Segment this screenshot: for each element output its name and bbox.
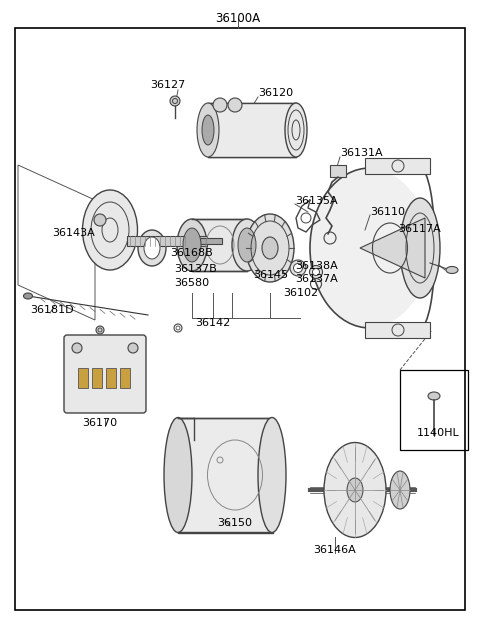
- Text: 36137B: 36137B: [174, 264, 217, 274]
- Ellipse shape: [228, 98, 242, 112]
- Ellipse shape: [310, 266, 323, 278]
- Text: 36170: 36170: [83, 418, 118, 428]
- Ellipse shape: [246, 214, 294, 282]
- Ellipse shape: [183, 228, 201, 262]
- Ellipse shape: [164, 417, 192, 532]
- Ellipse shape: [446, 266, 458, 273]
- Polygon shape: [360, 218, 425, 278]
- Ellipse shape: [347, 478, 363, 502]
- Ellipse shape: [138, 230, 166, 266]
- FancyBboxPatch shape: [64, 335, 146, 413]
- Ellipse shape: [202, 115, 214, 145]
- Bar: [127, 236, 207, 246]
- Bar: [365, 322, 430, 338]
- Ellipse shape: [72, 343, 82, 353]
- Bar: [78, 368, 88, 388]
- Ellipse shape: [324, 443, 386, 538]
- Text: 36138A: 36138A: [295, 261, 338, 271]
- Ellipse shape: [232, 219, 262, 271]
- Text: 36127: 36127: [150, 80, 186, 90]
- Text: 36145: 36145: [253, 270, 288, 280]
- Text: 36102: 36102: [283, 288, 318, 298]
- Bar: [178, 418, 273, 533]
- Ellipse shape: [144, 237, 160, 259]
- Bar: [200, 238, 222, 244]
- Ellipse shape: [213, 98, 227, 112]
- Text: 36168B: 36168B: [170, 248, 213, 258]
- Ellipse shape: [96, 326, 104, 334]
- Text: 36100A: 36100A: [216, 12, 261, 25]
- Bar: [120, 368, 130, 388]
- Bar: [400, 370, 468, 450]
- Ellipse shape: [197, 103, 219, 157]
- Ellipse shape: [293, 263, 302, 273]
- Bar: [208, 103, 296, 157]
- Text: 36131A: 36131A: [340, 148, 383, 158]
- Text: 36143A: 36143A: [52, 228, 95, 238]
- Ellipse shape: [262, 237, 278, 259]
- Ellipse shape: [128, 343, 138, 353]
- Text: 36142: 36142: [195, 318, 230, 328]
- Bar: [365, 158, 430, 174]
- Text: 36146A: 36146A: [313, 545, 356, 555]
- Text: 36137A: 36137A: [295, 274, 338, 284]
- Text: 36580: 36580: [174, 278, 209, 288]
- Bar: [92, 368, 102, 388]
- Ellipse shape: [290, 260, 306, 276]
- Ellipse shape: [312, 268, 320, 276]
- Text: 36120: 36120: [258, 88, 293, 98]
- Ellipse shape: [258, 417, 286, 532]
- Ellipse shape: [177, 219, 207, 271]
- Bar: [106, 368, 116, 388]
- Text: 36150: 36150: [217, 518, 252, 528]
- Ellipse shape: [94, 214, 106, 226]
- Ellipse shape: [428, 392, 440, 400]
- Ellipse shape: [170, 96, 180, 106]
- Ellipse shape: [390, 471, 410, 509]
- Text: 36135A: 36135A: [295, 196, 337, 206]
- Text: 36117A: 36117A: [398, 224, 441, 234]
- Bar: [192, 219, 247, 271]
- Ellipse shape: [238, 228, 256, 262]
- Ellipse shape: [400, 198, 440, 298]
- Ellipse shape: [83, 190, 137, 270]
- Ellipse shape: [285, 103, 307, 157]
- Text: 1140HL: 1140HL: [417, 428, 459, 438]
- Ellipse shape: [311, 169, 429, 327]
- Text: 36110: 36110: [370, 207, 405, 217]
- Text: 36181D: 36181D: [30, 305, 73, 315]
- Bar: [330, 165, 346, 177]
- Ellipse shape: [24, 293, 33, 299]
